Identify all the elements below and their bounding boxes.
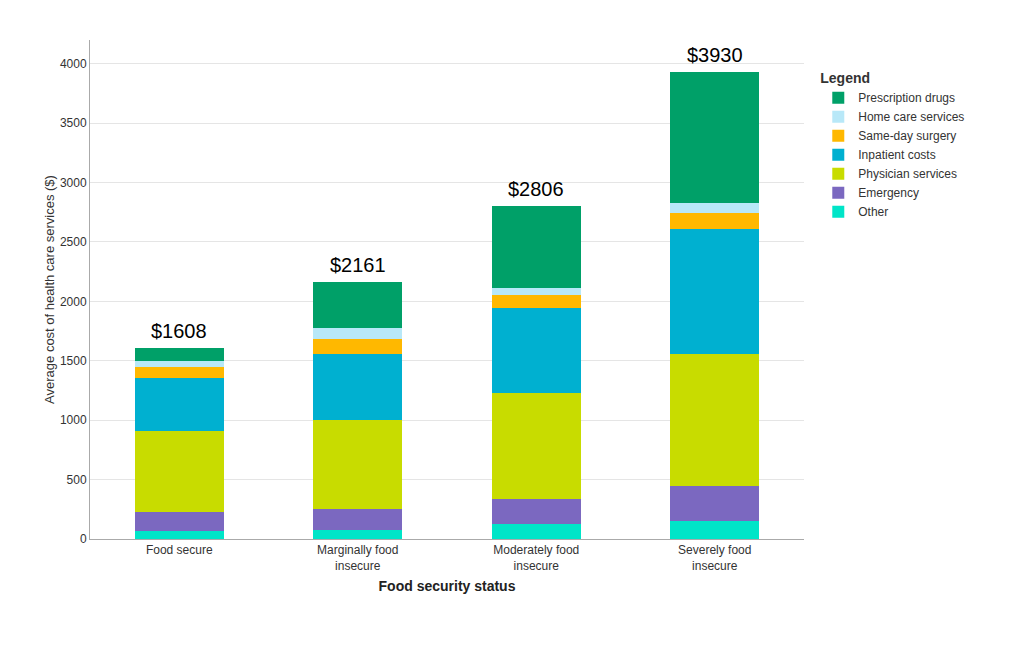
svg-text:2500: 2500 — [60, 235, 87, 249]
svg-text:Prescription drugs: Prescription drugs — [858, 91, 955, 105]
svg-text:$2806: $2806 — [508, 178, 564, 200]
svg-text:Physician services: Physician services — [858, 167, 957, 181]
svg-text:Severely foodinsecure: Severely foodinsecure — [678, 543, 751, 573]
svg-text:Emergency: Emergency — [858, 186, 919, 200]
svg-text:1500: 1500 — [60, 354, 87, 368]
svg-text:Food secure: Food secure — [146, 543, 213, 557]
svg-text:3000: 3000 — [60, 176, 87, 190]
svg-text:$3930: $3930 — [687, 44, 743, 66]
svg-text:Inpatient costs: Inpatient costs — [858, 148, 935, 162]
svg-text:$1608: $1608 — [151, 320, 207, 342]
svg-text:3500: 3500 — [60, 116, 87, 130]
svg-text:Legend: Legend — [820, 70, 870, 86]
svg-text:2000: 2000 — [60, 295, 87, 309]
svg-text:Average cost of health care se: Average cost of health care services ($) — [42, 175, 57, 404]
svg-text:4000: 4000 — [60, 57, 87, 71]
svg-text:0: 0 — [80, 532, 87, 546]
svg-text:Food security status: Food security status — [379, 578, 516, 594]
svg-text:500: 500 — [67, 473, 87, 487]
svg-text:Moderately foodinsecure: Moderately foodinsecure — [493, 543, 579, 573]
svg-text:Home care services: Home care services — [858, 110, 964, 124]
svg-text:Marginally foodinsecure: Marginally foodinsecure — [317, 543, 398, 573]
svg-text:Other: Other — [858, 205, 888, 219]
svg-text:$2161: $2161 — [330, 254, 386, 276]
svg-text:Same-day surgery: Same-day surgery — [858, 129, 956, 143]
svg-text:1000: 1000 — [60, 413, 87, 427]
